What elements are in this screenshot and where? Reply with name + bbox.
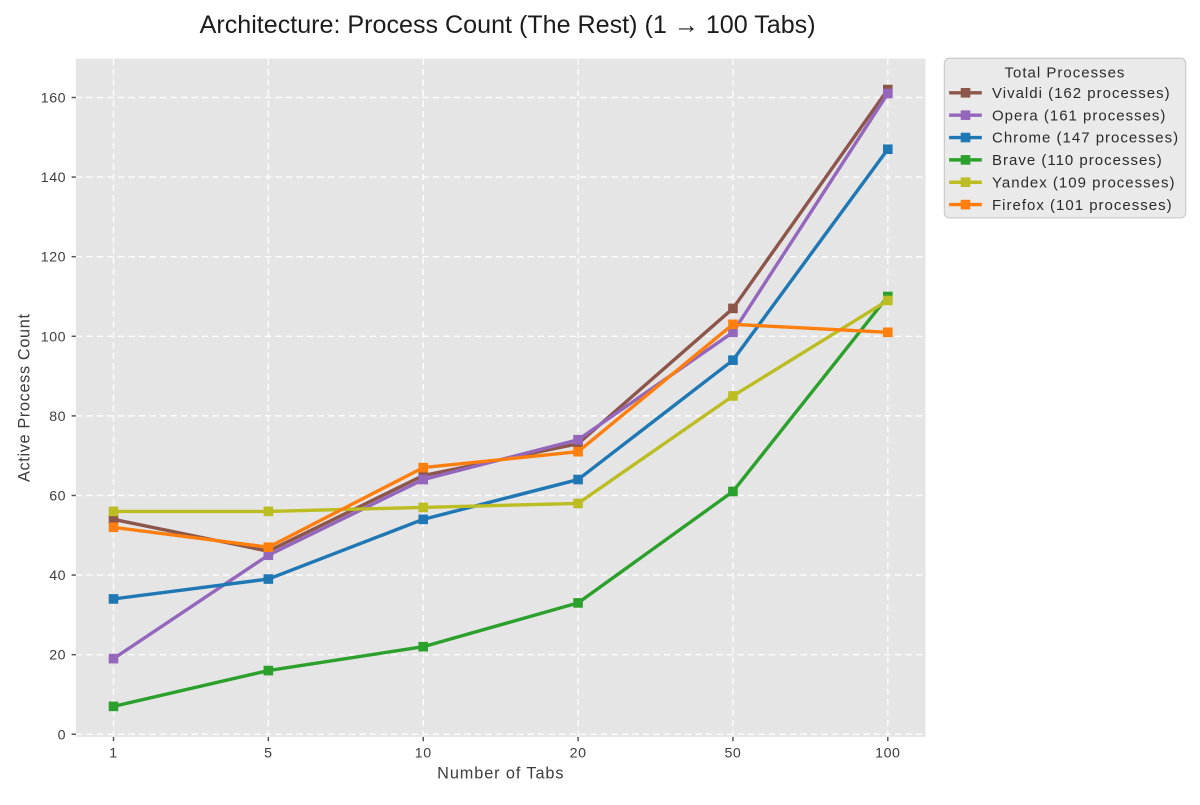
svg-text:Number of Tabs: Number of Tabs — [437, 765, 564, 783]
svg-text:0: 0 — [58, 727, 66, 743]
svg-text:160: 160 — [41, 91, 66, 107]
svg-text:Total Processes: Total Processes — [1005, 65, 1126, 82]
svg-text:20: 20 — [49, 648, 66, 664]
svg-text:Opera (161 processes): Opera (161 processes) — [992, 107, 1166, 124]
svg-text:Architecture: Process Count (T: Architecture: Process Count (The Rest) (… — [200, 11, 816, 39]
svg-text:1: 1 — [109, 745, 117, 761]
svg-text:Firefox (101 processes): Firefox (101 processes) — [992, 197, 1173, 214]
svg-text:5: 5 — [264, 745, 272, 761]
svg-text:Brave (110 processes): Brave (110 processes) — [992, 152, 1163, 169]
svg-text:40: 40 — [49, 568, 66, 584]
svg-text:Vivaldi (162 processes): Vivaldi (162 processes) — [992, 85, 1171, 102]
svg-text:100: 100 — [875, 745, 900, 761]
svg-text:Active Process Count: Active Process Count — [16, 313, 34, 482]
svg-text:60: 60 — [49, 488, 66, 504]
svg-text:Yandex (109 processes): Yandex (109 processes) — [992, 174, 1175, 191]
svg-text:80: 80 — [49, 409, 66, 425]
svg-text:20: 20 — [570, 745, 587, 761]
svg-text:Chrome (147 processes): Chrome (147 processes) — [992, 130, 1179, 147]
svg-text:100: 100 — [41, 329, 66, 345]
svg-text:50: 50 — [724, 745, 741, 761]
svg-text:120: 120 — [41, 250, 66, 266]
svg-text:10: 10 — [415, 745, 432, 761]
svg-text:140: 140 — [41, 170, 66, 186]
